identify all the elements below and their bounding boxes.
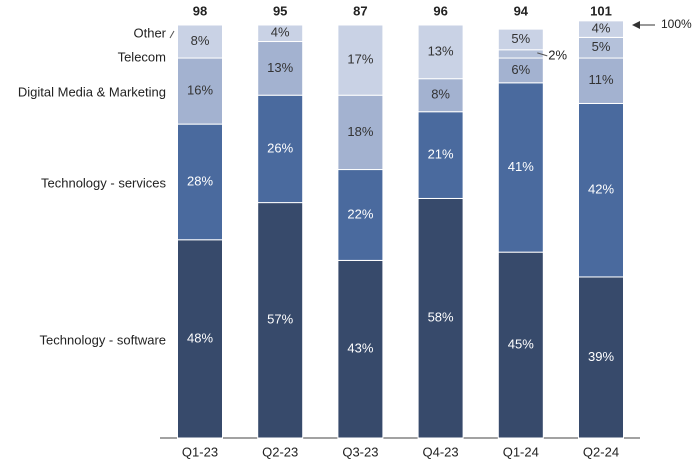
value-label: 39% <box>588 349 614 364</box>
value-label: 58% <box>428 310 454 325</box>
value-label: 21% <box>428 147 454 162</box>
value-label: 8% <box>191 33 210 48</box>
x-tick-label: Q4-23 <box>423 444 459 459</box>
bar-segment <box>257 94 304 204</box>
x-tick-label: Q3-23 <box>342 444 378 459</box>
total-label: 98 <box>193 3 207 18</box>
bar-segment <box>578 20 624 38</box>
legend-label: Technology - software <box>40 332 166 347</box>
leader-line <box>537 52 548 57</box>
value-label: 2% <box>548 47 567 62</box>
legend-label: Other <box>133 25 166 40</box>
x-tick-label: Q1-23 <box>182 444 218 459</box>
legend-label: Digital Media & Marketing <box>18 84 166 99</box>
x-tick-label: Q2-23 <box>262 444 298 459</box>
bar-segment <box>578 57 624 104</box>
bar-segment <box>497 251 544 439</box>
total-label: 101 <box>590 3 612 18</box>
value-label: 42% <box>588 182 614 197</box>
annotation: 100% <box>661 17 692 31</box>
bar-segment <box>417 197 464 439</box>
bar-segment <box>337 169 384 261</box>
bar-segment <box>337 259 384 439</box>
value-label: 26% <box>267 140 293 155</box>
value-label: 43% <box>347 341 373 356</box>
value-label: 5% <box>592 39 611 54</box>
legend-leader <box>169 30 175 39</box>
bar-segment <box>177 239 223 439</box>
bar-segment <box>497 57 544 84</box>
total-label: 94 <box>514 3 529 18</box>
legend-label: Telecom <box>118 49 166 64</box>
bar-segment <box>177 24 223 59</box>
bar-segment <box>497 82 544 253</box>
x-tick-label: Q1-24 <box>503 444 539 459</box>
bar-segment <box>337 24 384 96</box>
bar-segment <box>257 24 304 43</box>
total-label: 96 <box>433 3 447 18</box>
value-label: 17% <box>347 52 373 67</box>
total-label: 95 <box>273 3 287 18</box>
bar-segment <box>578 276 624 439</box>
x-tick-label: Q2-24 <box>583 444 619 459</box>
bar-segment <box>337 94 384 171</box>
value-label: 4% <box>271 25 290 40</box>
bar-segment <box>417 111 464 199</box>
value-label: 18% <box>347 124 373 139</box>
bar-segment <box>497 28 544 51</box>
bar-segment <box>257 41 304 96</box>
value-label: 16% <box>187 83 213 98</box>
bar-segment <box>578 102 624 278</box>
bar-segment <box>417 24 464 80</box>
value-label: 11% <box>588 72 613 87</box>
value-label: 48% <box>187 330 213 345</box>
bar-segment <box>417 78 464 113</box>
total-label: 87 <box>353 3 367 18</box>
value-label: 8% <box>431 87 450 102</box>
value-label: 4% <box>592 21 611 36</box>
value-label: 13% <box>428 43 454 58</box>
legend-label: Technology - services <box>41 175 166 190</box>
value-label: 5% <box>511 31 530 46</box>
value-label: 45% <box>508 337 534 352</box>
bar-segment <box>497 49 544 59</box>
value-label: 57% <box>267 312 293 327</box>
value-label: 22% <box>347 206 373 221</box>
value-label: 41% <box>508 159 534 174</box>
arrow-head <box>632 21 640 29</box>
value-label: 28% <box>187 173 213 188</box>
bar-segment <box>177 57 223 125</box>
value-label: 13% <box>267 60 293 75</box>
bar-segment <box>257 202 304 439</box>
value-label: 6% <box>511 62 530 77</box>
